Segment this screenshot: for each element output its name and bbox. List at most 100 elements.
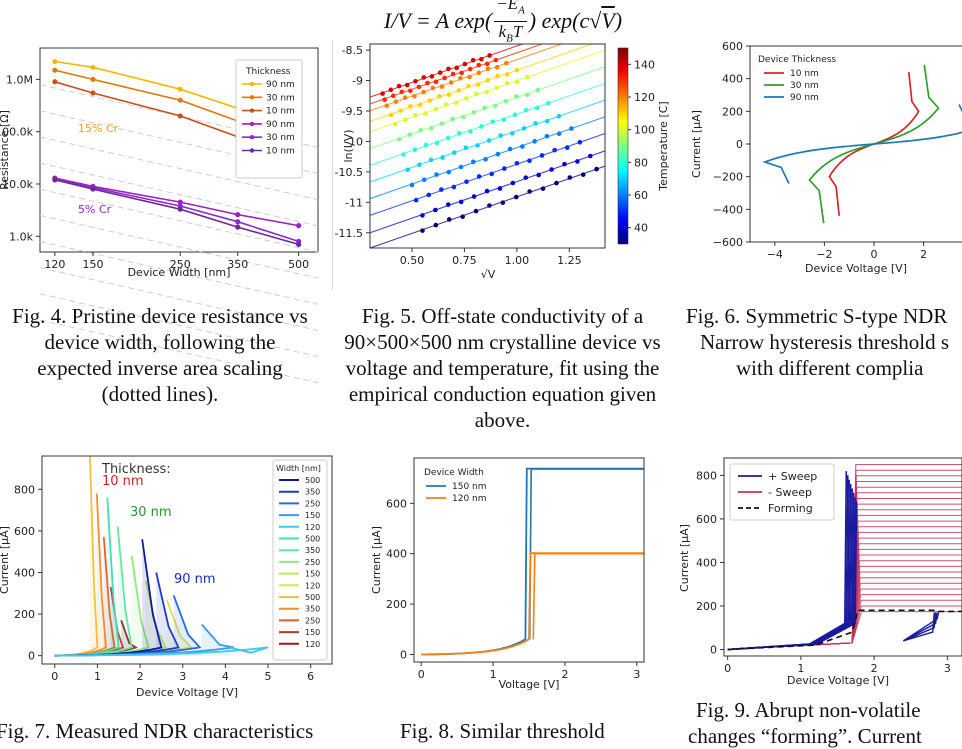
data-point xyxy=(52,79,58,85)
data-point xyxy=(420,213,425,218)
data-point xyxy=(495,73,500,79)
data-point xyxy=(549,167,554,172)
data-point xyxy=(485,78,491,83)
data-point xyxy=(404,82,410,88)
y-tick-label: 400 xyxy=(14,566,35,579)
data-point xyxy=(463,145,469,150)
data-point xyxy=(380,91,385,96)
plot-frame xyxy=(41,455,333,665)
colorbar xyxy=(617,47,629,245)
legend-marker xyxy=(249,148,255,153)
data-point xyxy=(433,79,439,85)
y-axis-label: ln(I/V) xyxy=(342,129,355,162)
data-point xyxy=(439,84,445,89)
data-point xyxy=(556,131,562,137)
annotation-10nm: 10 nm xyxy=(102,474,144,489)
data-point xyxy=(399,89,405,95)
x-tick-label: 500 xyxy=(288,258,309,271)
fig8-caption: Fig. 8. Similar threshold xyxy=(400,719,605,743)
x-tick-label: 2 xyxy=(561,668,568,681)
x-tick-label: 1.00 xyxy=(505,254,530,267)
data-point xyxy=(446,217,452,222)
x-tick-label: 0 xyxy=(418,668,425,681)
curve-fill xyxy=(54,555,149,656)
legend-label: 150 xyxy=(305,628,320,637)
data-point xyxy=(487,53,492,58)
data-point xyxy=(430,85,436,91)
data-point xyxy=(90,90,96,96)
data-point xyxy=(412,93,417,99)
data-point xyxy=(475,143,480,148)
data-point xyxy=(527,189,532,194)
y-tick-label: 0 xyxy=(736,138,743,151)
data-point xyxy=(494,85,500,91)
data-point xyxy=(513,194,519,200)
data-point xyxy=(407,132,413,137)
legend-label: 250 xyxy=(305,558,320,567)
legend-label: 30 nm xyxy=(266,133,295,143)
data-point xyxy=(514,79,520,84)
legend-label: 30 nm xyxy=(790,81,819,91)
y-tick-label: −400 xyxy=(713,203,743,216)
data-point xyxy=(402,95,408,100)
data-point xyxy=(446,66,451,72)
x-axis-label: Voltage [V] xyxy=(499,678,560,691)
data-point xyxy=(177,206,183,212)
legend-label: 120 xyxy=(305,581,320,590)
data-point xyxy=(52,177,58,183)
y-axis-label: Current [μA] xyxy=(690,110,703,178)
data-point xyxy=(90,76,96,82)
legend-label: 30 nm xyxy=(266,93,295,103)
data-point xyxy=(446,92,452,98)
legend-marker xyxy=(249,95,255,100)
scaling-guide-line xyxy=(39,110,319,175)
x-tick-label: 0 xyxy=(871,248,878,261)
legend-label: 150 xyxy=(305,511,320,520)
data-point xyxy=(403,117,408,122)
colorbar-tick-label: 120 xyxy=(634,91,655,104)
data-point xyxy=(475,82,481,87)
y-tick-label: 400 xyxy=(696,556,717,569)
plot-frame xyxy=(749,45,962,243)
scaling-guide-line xyxy=(39,162,319,227)
legend-label: 90 nm xyxy=(790,93,819,103)
x-tick-label: 350 xyxy=(227,258,248,271)
x-tick-label: 1 xyxy=(94,670,101,683)
data-point xyxy=(575,159,580,164)
y-tick-label: 0 xyxy=(710,643,717,656)
data-point xyxy=(510,131,515,136)
data-point xyxy=(456,131,462,136)
data-point xyxy=(485,66,491,72)
data-point xyxy=(90,64,96,70)
data-point xyxy=(397,137,402,142)
legend-label: 150 xyxy=(305,570,320,579)
data-point xyxy=(429,74,435,79)
data-point xyxy=(450,116,455,122)
curves-group xyxy=(762,64,962,224)
data-point xyxy=(412,147,418,153)
data-point xyxy=(458,199,464,205)
data-point xyxy=(296,223,302,229)
data-point xyxy=(562,161,567,167)
curve-fill xyxy=(54,539,162,656)
data-point xyxy=(490,119,495,124)
data-point xyxy=(476,174,482,179)
y-tick-label: −600 xyxy=(713,236,743,249)
data-point xyxy=(446,169,452,175)
data-point xyxy=(534,105,540,111)
data-point xyxy=(567,175,573,180)
x-tick-label: −4 xyxy=(767,248,783,261)
y-tick-label: 400 xyxy=(386,548,407,561)
data-point xyxy=(594,166,599,172)
data-point xyxy=(413,197,419,203)
data-point xyxy=(552,147,557,153)
y-tick-label: -11.5 xyxy=(335,227,363,240)
plot-frame xyxy=(723,457,962,657)
legend-title: Thickness xyxy=(245,67,291,77)
data-point xyxy=(473,208,479,214)
curve-fill xyxy=(54,497,119,656)
data-point xyxy=(484,188,490,194)
data-point xyxy=(408,104,413,109)
y-tick-label: −200 xyxy=(713,171,743,184)
